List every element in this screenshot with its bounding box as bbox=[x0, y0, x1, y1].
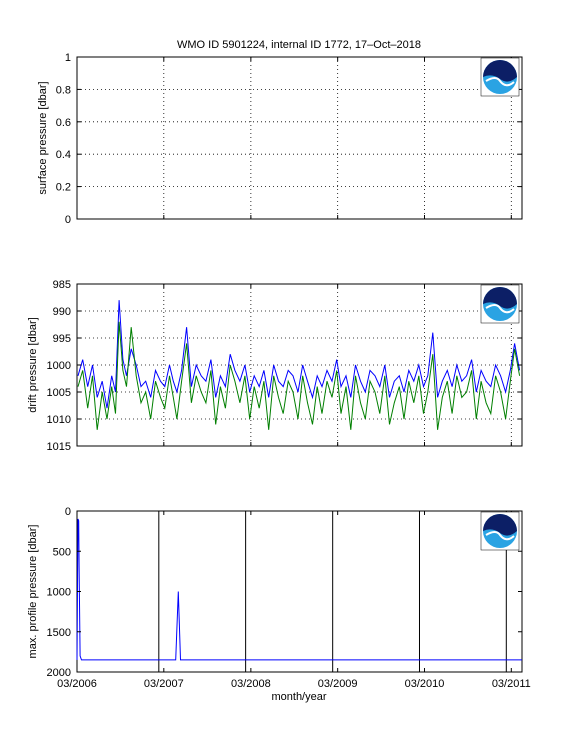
y-tick-label: 0.2 bbox=[56, 182, 71, 194]
y-tick-label: 2000 bbox=[47, 667, 71, 679]
logo-bird-shape bbox=[483, 514, 517, 536]
y-tick-label: 1 bbox=[65, 52, 71, 64]
y-tick-label: 1000 bbox=[47, 360, 71, 372]
y-tick-label: 0.4 bbox=[56, 149, 71, 161]
y-tick-label: 0 bbox=[65, 214, 71, 226]
x-tick-label: 03/2011 bbox=[492, 678, 531, 690]
x-axis-label: month/year bbox=[271, 691, 326, 703]
panels: 0 0.2 0.4 0.6 0.8 1 surface pressure [dbar] 985… bbox=[27, 52, 531, 690]
y-tick-label: 0.6 bbox=[56, 117, 71, 129]
y-tick-label: 1015 bbox=[47, 441, 71, 453]
figure-title: WMO ID 5901224, internal ID 1772, 17–Oct… bbox=[177, 39, 421, 51]
y-axis-label: max. profile pressure [dbar] bbox=[27, 525, 39, 659]
y-tick-label: 0 bbox=[65, 506, 71, 518]
y-tick-label: 985 bbox=[53, 279, 71, 291]
x-tick-label: 03/2008 bbox=[231, 678, 271, 690]
noaa-logo-icon bbox=[480, 511, 520, 551]
axes-frame bbox=[76, 510, 523, 673]
logo-wave-line bbox=[485, 304, 515, 314]
y-tick-label: 500 bbox=[53, 546, 71, 558]
x-tick-label: 03/2009 bbox=[318, 678, 358, 690]
y-tick-label: 1500 bbox=[47, 627, 71, 639]
noaa-logo-icon bbox=[480, 57, 520, 97]
axes-frame bbox=[76, 56, 523, 220]
logo-bird-shape bbox=[483, 287, 517, 309]
series-line-blue bbox=[77, 300, 521, 409]
panel-surface: 0 0.2 0.4 0.6 0.8 1 surface pressure [dbar] bbox=[37, 52, 523, 226]
y-tick-label: 1010 bbox=[47, 414, 71, 426]
logo-wave-line bbox=[485, 77, 515, 87]
series-line-green bbox=[77, 321, 521, 430]
series-line-blue bbox=[76, 518, 522, 661]
noaa-logo-icon bbox=[480, 284, 520, 324]
axes-frame bbox=[76, 283, 523, 447]
panel-drift: 985 990 995 1000 1005 1010 1015 drift pressure … bbox=[27, 279, 523, 453]
x-tick-label: 03/2006 bbox=[57, 678, 97, 690]
y-tick-label: 1005 bbox=[47, 387, 71, 399]
y-tick-label: 1000 bbox=[47, 587, 71, 599]
y-tick-label: 990 bbox=[53, 306, 71, 318]
y-axis-label: surface pressure [dbar] bbox=[37, 81, 49, 194]
y-tick-label: 0.8 bbox=[56, 84, 71, 96]
x-tick-label: 03/2007 bbox=[144, 678, 184, 690]
y-tick-label: 995 bbox=[53, 333, 71, 345]
y-axis-label: drift pressure [dbar] bbox=[27, 317, 39, 412]
x-tick-label: 03/2010 bbox=[405, 678, 445, 690]
logo-wave-line bbox=[485, 531, 515, 541]
logo-bird-shape bbox=[483, 60, 517, 82]
